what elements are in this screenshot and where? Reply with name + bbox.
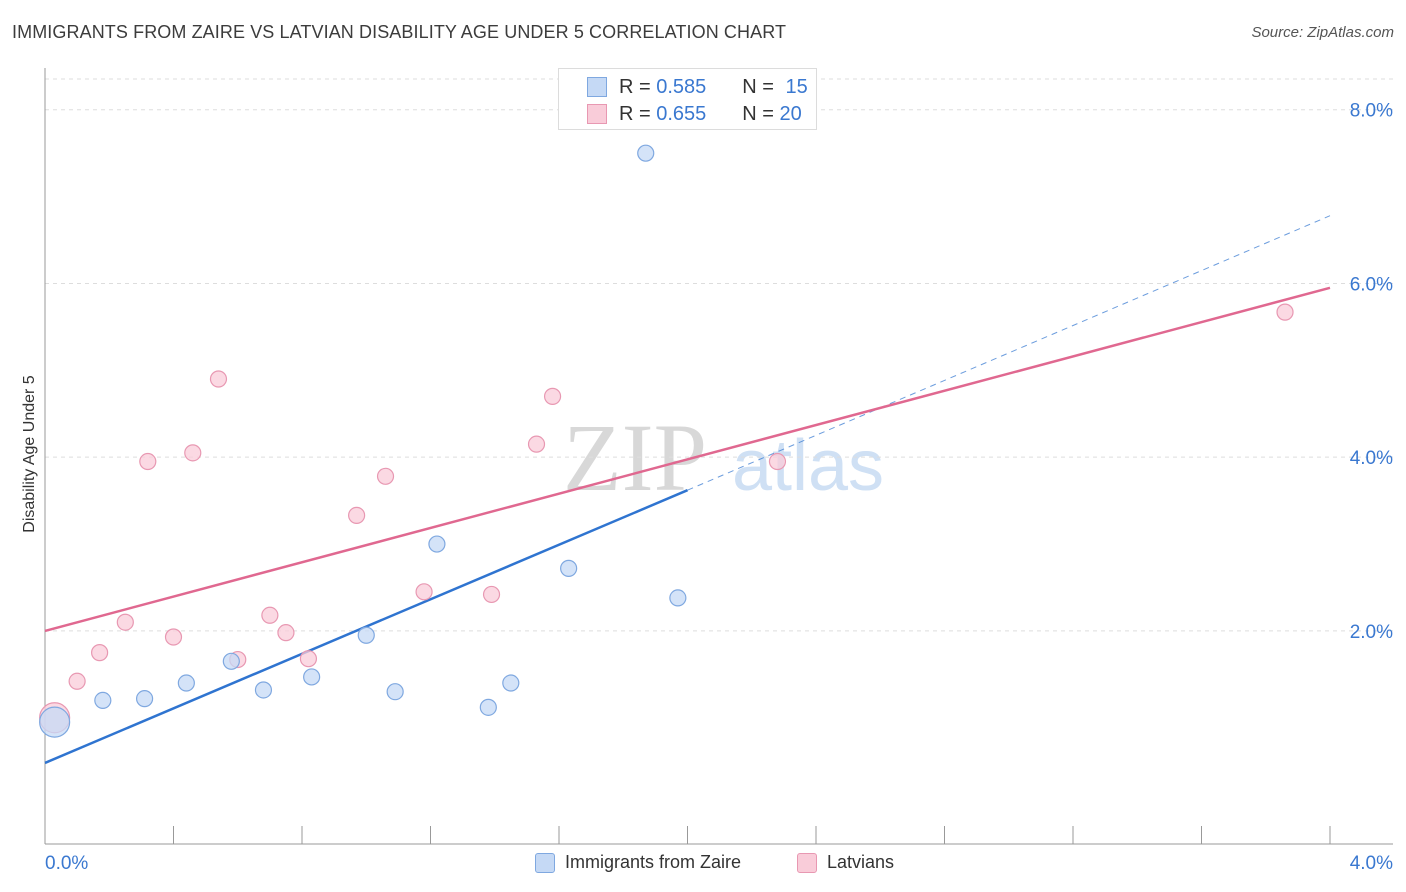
point-zaire — [386, 683, 404, 701]
y-tick-label: 2.0% — [1350, 622, 1393, 643]
gridlines — [45, 78, 1393, 632]
point-zaire — [254, 681, 273, 699]
point-latvians — [543, 387, 562, 405]
y-tick-label: 8.0% — [1350, 101, 1393, 122]
trend-line-zaire-extension — [687, 215, 1331, 491]
x-tick-label-min: 0.0% — [45, 853, 88, 874]
point-latvians — [527, 435, 546, 453]
legend-row-latvians: R = 0.655 N = 20 — [587, 103, 802, 125]
trend-line-zaire — [44, 489, 688, 765]
legend-r-label: R = — [619, 75, 657, 98]
point-zaire — [39, 706, 71, 738]
point-zaire — [222, 652, 240, 670]
point-latvians — [768, 452, 787, 471]
trend-lines — [44, 215, 1331, 765]
point-latvians — [261, 606, 279, 624]
axes — [44, 68, 1393, 845]
point-latvians — [348, 506, 366, 524]
point-latvians — [209, 370, 228, 388]
bottom-legend-zaire: Immigrants from Zaire — [535, 852, 741, 873]
point-latvians — [68, 672, 86, 690]
tick-labels: 2.0% 4.0% 6.0% 8.0% 0.0% 4.0% — [45, 101, 1393, 874]
point-zaire — [357, 626, 375, 644]
bottom-legend-label-zaire: Immigrants from Zaire — [565, 852, 742, 872]
point-latvians — [139, 452, 157, 471]
x-tick-label-max: 4.0% — [1350, 853, 1393, 874]
bottom-legend-swatch-zaire — [535, 852, 555, 873]
bottom-legend-latvians: Latvians — [797, 852, 894, 873]
point-latvians — [482, 585, 501, 604]
point-latvians — [91, 644, 109, 662]
legend-swatch-zaire — [587, 77, 607, 97]
point-zaire — [560, 559, 578, 577]
legend-row-zaire: R = 0.585 N = 15 — [587, 76, 808, 98]
legend-n-label: N = — [742, 75, 780, 98]
point-zaire — [135, 690, 154, 708]
point-latvians — [164, 628, 183, 646]
point-latvians — [277, 624, 295, 642]
point-zaire — [669, 589, 687, 607]
point-latvians — [376, 467, 395, 485]
point-latvians — [184, 444, 202, 462]
legend-n-value-latvians: 20 — [779, 102, 802, 125]
bottom-legend-label-latvians: Latvians — [827, 852, 895, 872]
point-zaire — [428, 535, 446, 553]
point-zaire — [502, 674, 520, 692]
chart-title: IMMIGRANTS FROM ZAIRE VS LATVIAN DISABIL… — [12, 22, 787, 42]
point-zaire — [479, 698, 497, 716]
legend-r-label: R = — [619, 102, 657, 125]
point-latvians — [299, 650, 318, 668]
legend-swatch-latvians — [587, 104, 607, 124]
legend-n-value-zaire: 15 — [785, 75, 808, 98]
point-latvians — [415, 583, 433, 601]
point-latvians — [116, 613, 134, 631]
bottom-legend: Immigrants from Zaire Latvians — [0, 852, 1406, 880]
trend-line-latvians — [44, 286, 1331, 633]
legend-r-value-latvians: 0.655 — [656, 102, 707, 125]
point-zaire — [94, 691, 112, 709]
point-zaire — [177, 674, 195, 692]
data-points — [39, 144, 1294, 738]
legend-box: R = 0.585 N = 15 R = 0.655 N = 20 — [558, 68, 817, 130]
point-zaire — [637, 144, 655, 162]
legend-r-value-zaire: 0.585 — [656, 75, 707, 98]
y-tick-label: 4.0% — [1350, 448, 1393, 469]
point-latvians — [1276, 303, 1294, 321]
source-label: Source: ZipAtlas.com — [1251, 24, 1394, 41]
bottom-legend-swatch-latvians — [797, 852, 817, 873]
watermark-atlas: atlas — [732, 426, 884, 506]
legend-n-label: N = — [742, 102, 780, 125]
point-zaire — [303, 668, 321, 686]
y-tick-label: 6.0% — [1350, 274, 1393, 295]
